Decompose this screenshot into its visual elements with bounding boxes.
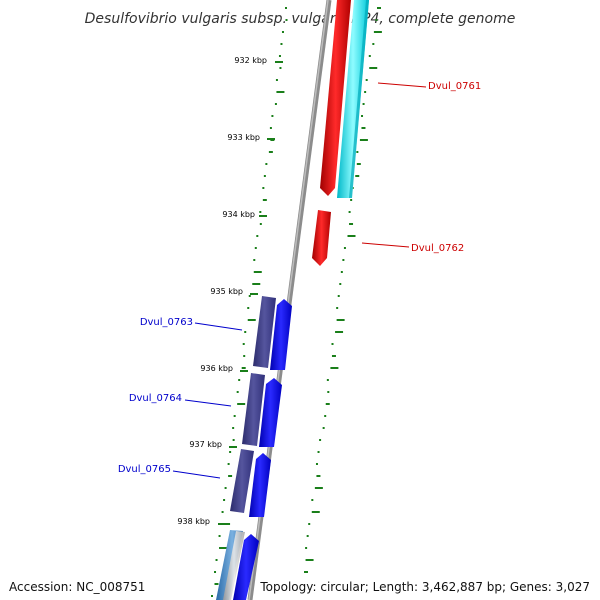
ruler-tick-936: 936 kbp [200, 364, 248, 373]
gene-dvul-0765-cds[interactable] [249, 453, 271, 517]
gene-label-dvul-0761-text[interactable]: Dvul_0761 [428, 81, 481, 92]
ruler-tick-938: 938 kbp [177, 517, 226, 526]
ruler-tick-933: 933 kbp [227, 133, 275, 142]
genome-summary-text: Topology: circular; Length: 3,462,887 bp… [260, 580, 590, 594]
ruler-tick-937: 937 kbp [189, 440, 237, 449]
gene-dvul-0761-cds-shadow [349, 0, 369, 198]
gene-dvul-0762-feature[interactable] [312, 210, 331, 266]
gene-label-dvul-0765[interactable]: Dvul_0765 [118, 464, 221, 479]
ruler-label-938: 938 kbp [177, 517, 210, 526]
gene-next-cds[interactable] [233, 534, 259, 600]
ruler-tick-934: 934 kbp [222, 210, 267, 219]
gene-dvul-0764-cds[interactable] [259, 378, 282, 447]
ruler-label-932: 932 kbp [234, 56, 267, 65]
gene-label-dvul-0762[interactable]: Dvul_0762 [361, 242, 464, 254]
gene-label-dvul-0764-text[interactable]: Dvul_0764 [129, 393, 182, 404]
ruler-tick-935: 935 kbp [210, 287, 258, 296]
gene-next-feature-secondary[interactable] [223, 531, 245, 600]
map-title: Desulfovibrio vulgaris subsp. vulgaris D… [85, 11, 516, 27]
gene-label-dvul-0763[interactable]: Dvul_0763 [140, 317, 243, 331]
gene-dvul-0763-cds[interactable] [270, 299, 292, 370]
gene-label-dvul-0764[interactable]: Dvul_0764 [129, 393, 232, 407]
accession-text: Accession: NC_008751 [9, 580, 146, 594]
ruler-label-935: 935 kbp [210, 287, 243, 296]
ruler-label-933: 933 kbp [227, 133, 260, 142]
gene-dvul-0761-cds[interactable] [337, 0, 369, 198]
ruler-label-934: 934 kbp [222, 210, 255, 219]
ruler-label-937: 937 kbp [189, 440, 222, 449]
gene-label-dvul-0762-text[interactable]: Dvul_0762 [411, 243, 464, 254]
gene-dvul-0764-feature[interactable] [242, 373, 265, 446]
gene-label-dvul-0761[interactable]: Dvul_0761 [377, 81, 481, 92]
gc-ticks-left [211, 7, 288, 597]
gene-dvul-0763-feature[interactable] [253, 296, 276, 368]
ruler-label-936: 936 kbp [200, 364, 233, 373]
gene-label-dvul-0763-text[interactable]: Dvul_0763 [140, 317, 193, 328]
gene-label-dvul-0765-text[interactable]: Dvul_0765 [118, 464, 171, 475]
ruler-tick-932: 932 kbp [234, 56, 283, 65]
gene-dvul-0765-feature[interactable] [230, 449, 254, 513]
gene-dvul-0761-feature[interactable] [320, 0, 351, 196]
gc-ticks-right [304, 7, 382, 573]
